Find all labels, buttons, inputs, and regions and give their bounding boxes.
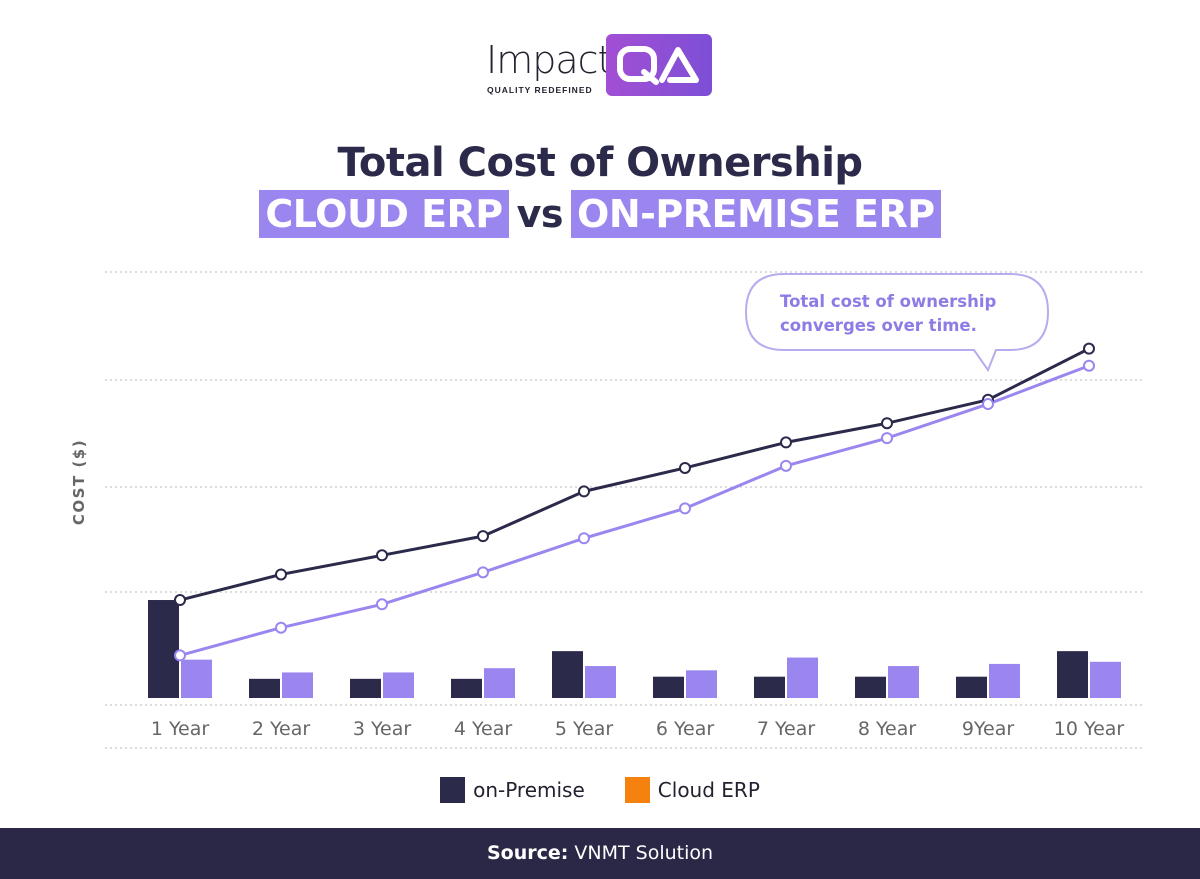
- qa-badge-graphic: [617, 46, 699, 85]
- x-tick-label: 3 Year: [353, 718, 412, 740]
- bar-cloud-2: [282, 672, 313, 698]
- x-tick-label: 7 Year: [757, 718, 816, 740]
- chart-legend: on-Premise Cloud ERP: [0, 777, 1200, 803]
- bar-on-premise-3: [350, 678, 381, 698]
- bar-on-premise-5: [552, 651, 583, 698]
- point-on-premise-2: [275, 568, 287, 581]
- point-on-premise-7: [780, 436, 792, 449]
- point-cloud-3: [376, 598, 388, 611]
- x-tick-label: 10 Year: [1054, 718, 1125, 740]
- logo-tagline: QUALITY REDEFINED: [487, 85, 593, 95]
- bar-on-premise-8: [855, 676, 886, 698]
- point-cloud-8: [881, 432, 893, 445]
- bar-cloud-6: [686, 670, 717, 698]
- point-on-premise-4: [477, 530, 489, 543]
- title-highlight-onpremise: ON-PREMISE ERP: [571, 190, 941, 238]
- point-cloud-10: [1083, 359, 1095, 372]
- y-axis-label: COST ($): [70, 439, 88, 525]
- bar-on-premise-4: [451, 678, 482, 698]
- point-on-premise-5: [578, 485, 590, 498]
- point-cloud-6: [679, 502, 691, 515]
- x-tick-label: 9Year: [962, 718, 1015, 740]
- callout-line2: converges over time.: [780, 316, 977, 335]
- chart-bars: [148, 600, 1121, 698]
- source-footer: Source: VNMT Solution: [0, 828, 1200, 879]
- point-cloud-5: [578, 532, 590, 545]
- source-value: VNMT Solution: [574, 842, 714, 864]
- bar-cloud-8: [888, 666, 919, 698]
- x-axis-ticks: 1 Year 2 Year 3 Year 4 Year 5 Year 6 Year 7 Ye…: [151, 718, 1125, 740]
- bar-on-premise-9: [956, 676, 987, 698]
- x-tick-label: 4 Year: [454, 718, 513, 740]
- chart-title-line2: CLOUD ERP vs ON-PREMISE ERP: [0, 190, 1200, 238]
- point-cloud-1: [174, 649, 186, 662]
- point-on-premise-1: [174, 594, 186, 607]
- chart-title-line1: Total Cost of Ownership: [337, 140, 863, 186]
- impactqa-logo: Impact QUALITY REDEFINED QA: [486, 34, 712, 96]
- tco-chart: COST ($) 1 Year 2 Year 3 Year 4 Year 5 Year 6…: [70, 271, 1142, 749]
- callout-text: Total cost of ownership converges over t…: [780, 290, 1030, 338]
- chart-lines: [174, 342, 1095, 662]
- x-tick-label: 6 Year: [656, 718, 715, 740]
- point-cloud-7: [780, 459, 792, 472]
- legend-swatch-on-premise: [440, 777, 466, 803]
- bar-on-premise-10: [1057, 651, 1088, 698]
- callout-shape: [744, 273, 1050, 373]
- point-on-premise-10: [1083, 342, 1095, 355]
- line-cloud: [179, 364, 1090, 657]
- x-tick-label: 5 Year: [555, 718, 614, 740]
- legend-item-cloud: Cloud ERP: [624, 777, 760, 803]
- bar-cloud-4: [484, 668, 515, 698]
- bar-cloud-7: [787, 657, 818, 698]
- callout-bubble: Total cost of ownership converges over t…: [744, 272, 1050, 373]
- x-tick-label: 2 Year: [252, 718, 311, 740]
- bar-on-premise-2: [249, 678, 280, 698]
- legend-swatch-cloud: [624, 777, 650, 803]
- point-on-premise-8: [881, 417, 893, 430]
- x-tick-label: 1 Year: [151, 718, 210, 740]
- qa-badge-icon: QA: [606, 34, 712, 96]
- bar-on-premise-7: [754, 676, 785, 698]
- title-highlight-cloud: CLOUD ERP: [259, 190, 509, 238]
- title-vs: vs: [516, 192, 564, 236]
- bar-cloud-5: [585, 666, 616, 698]
- bar-cloud-10: [1090, 661, 1121, 698]
- bar-on-premise-6: [653, 676, 684, 698]
- point-cloud-4: [477, 566, 489, 579]
- bar-cloud-9: [989, 663, 1020, 698]
- x-tick-label: 8 Year: [858, 718, 917, 740]
- callout-line1: Total cost of ownership: [780, 292, 997, 311]
- point-cloud-2: [275, 621, 287, 634]
- legend-label-on-premise: on-Premise: [473, 778, 585, 802]
- legend-item-on-premise: on-Premise: [440, 777, 585, 803]
- point-on-premise-6: [679, 461, 691, 474]
- bar-cloud-3: [383, 672, 414, 698]
- line-on-premise: [179, 347, 1090, 602]
- bar-on-premise-1: [148, 600, 179, 698]
- source-label: Source:: [486, 842, 569, 864]
- bar-cloud-1: [181, 659, 212, 698]
- point-on-premise-3: [376, 549, 388, 562]
- point-cloud-9: [982, 398, 994, 411]
- legend-label-cloud: Cloud ERP: [657, 778, 760, 802]
- logo-wordmark: Impact: [486, 38, 612, 82]
